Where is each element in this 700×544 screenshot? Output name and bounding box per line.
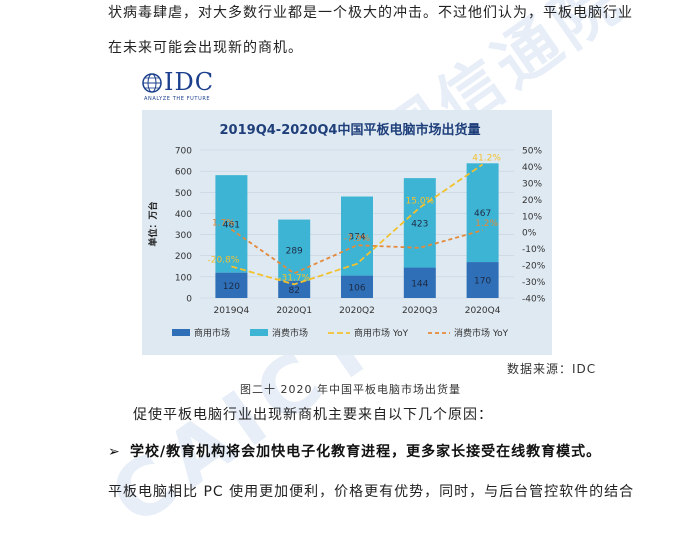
bullet-arrow-icon: ➢ [108, 444, 121, 460]
shipment-chart: 2019Q4-2020Q4中国平板电脑市场出货量 0 100 200 300 400 500… [142, 110, 552, 355]
bar-consumer [215, 175, 248, 273]
y-tick-label: 600 [175, 168, 192, 178]
x-tick-label: 2020Q2 [339, 306, 375, 316]
y2-tick-label: 20% [522, 196, 542, 206]
legend-label: 消费市场 YoY [454, 327, 509, 339]
bar-consumer [403, 178, 436, 268]
bar-commercial [403, 267, 436, 298]
bar-consumer [466, 163, 499, 263]
bar-value-label: 467 [474, 209, 491, 219]
yoy-data-label: 1.7% [212, 218, 235, 228]
x-tick-label: 2019Q4 [214, 306, 250, 316]
x-tick-label: 2020Q1 [276, 306, 312, 316]
idc-logo: IDC ANALYZE THE FUTURE [142, 68, 232, 106]
y2-tick-label: -40% [522, 295, 546, 305]
y-axis-label: 单位：万台 [147, 201, 159, 246]
y-tick-label: 0 [186, 295, 192, 305]
idc-globe-icon [142, 73, 162, 93]
data-source: 数据来源：IDC [507, 362, 597, 376]
bar-consumer [341, 196, 373, 276]
figure-caption: 图二十 2020 年中国平板电脑市场出货量 [240, 383, 461, 396]
legend-swatch [172, 329, 190, 336]
y-tick-label: 500 [175, 189, 192, 199]
legend-label: 商用市场 YoY [354, 327, 409, 339]
bar-value-label: 120 [223, 282, 240, 292]
y2-tick-label: 40% [522, 163, 542, 173]
y-tick-label: 300 [175, 231, 192, 241]
y2-tick-label: 10% [522, 212, 542, 222]
bar-consumer [278, 219, 311, 281]
legend-swatch [250, 329, 268, 336]
y-tick-label: 100 [175, 273, 192, 283]
bar-commercial [341, 275, 373, 298]
yoy-data-label: -20.8% [207, 255, 239, 265]
y2-tick-label: 0% [522, 229, 537, 239]
yoy-data-label: -31.7% [278, 273, 310, 283]
yoy-data-label: 41.2% [472, 153, 501, 163]
paragraph-line: 在未来可能会出现新的商机。 [108, 40, 303, 56]
y-tick-label: 400 [175, 210, 192, 220]
line-consumer-yoy [230, 228, 483, 275]
y-tick-label: 200 [175, 252, 192, 262]
paragraph-line: 促使平板电脑行业出现新商机主要来自以下几个原因： [133, 407, 493, 423]
bar-value-label: 106 [348, 283, 365, 293]
figure: IDC ANALYZE THE FUTURE 2019Q4-2020Q4中国平板… [142, 68, 552, 355]
bullet-item: ➢ 学校/教育机构将会加快电子化教育进程，更多家长接受在线教育模式。 [108, 441, 601, 461]
y-tick-label: 700 [175, 147, 192, 157]
bar-commercial [466, 262, 499, 298]
bar-commercial [215, 272, 248, 298]
y2-tick-label: 50% [522, 147, 542, 157]
chart-title: 2019Q4-2020Q4中国平板电脑市场出货量 [220, 122, 481, 138]
idc-logo-tagline: ANALYZE THE FUTURE [144, 96, 211, 102]
legend-label: 商用市场 [194, 327, 230, 339]
y2-tick-label: 30% [522, 179, 542, 189]
yoy-data-label: -7.9% [344, 234, 371, 244]
y2-tick-label: -20% [522, 262, 546, 272]
yoy-data-label: 1.2% [475, 219, 498, 229]
y2-tick-label: -10% [522, 245, 546, 255]
bar-value-label: 144 [411, 279, 428, 289]
bar-value-label: 289 [286, 247, 303, 257]
bullet-text: 学校/教育机构将会加快电子化教育进程，更多家长接受在线教育模式。 [130, 444, 602, 460]
paragraph-line: 平板电脑相比 PC 使用更加便利，价格更有优势，同时，与后台管控软件的结合 [108, 484, 635, 500]
bar-value-label: 374 [348, 233, 365, 243]
idc-logo-text: IDC [164, 68, 215, 96]
line-commercial-yoy [231, 163, 484, 286]
bar-commercial [278, 280, 311, 298]
yoy-data-label: 15.0% [406, 197, 435, 207]
bar-value-label: 170 [474, 277, 491, 287]
legend-label: 消费市场 [272, 327, 308, 339]
bar-value-label: 423 [411, 219, 428, 229]
x-tick-label: 2020Q4 [465, 306, 501, 316]
paragraph-line: 状病毒肆虐，对大多数行业都是一个极大的冲击。不过他们认为，平板电脑行业 [108, 5, 633, 21]
bar-value-label: 461 [223, 220, 240, 230]
x-tick-label: 2020Q3 [402, 306, 438, 316]
bar-value-label: 82 [288, 286, 299, 296]
y2-tick-label: -30% [522, 278, 546, 288]
